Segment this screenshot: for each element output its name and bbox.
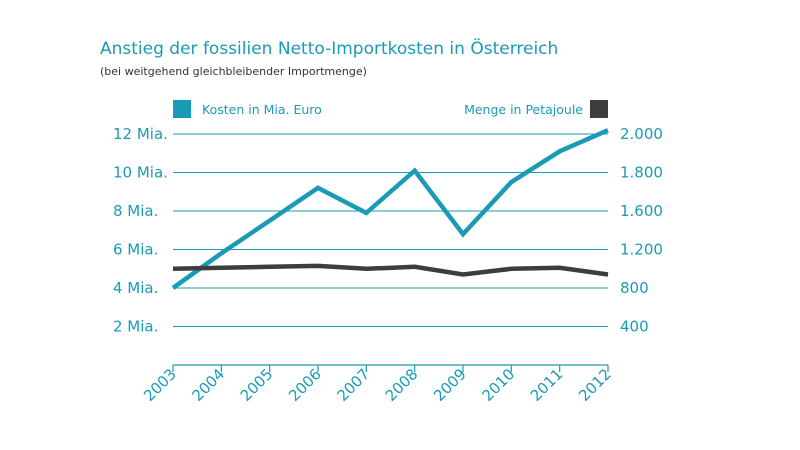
left-axis-ticks: 2 Mia. 4 Mia. 6 Mia. 8 Mia. 10 Mia. 12 Mia. [113,125,168,336]
right-axis-ticks: 400 800 1.200 1.600 1.800 2.000 [620,125,663,336]
right-tick-label: 1.800 [620,164,663,182]
right-tick-label: 1.600 [620,202,663,220]
left-tick-label: 2 Mia. [113,318,158,336]
right-tick-label: 800 [620,279,649,297]
x-tick-label: 2006 [285,365,325,405]
x-tick-label: 2007 [333,365,373,405]
legend-label-cost: Kosten in Mia. Euro [202,102,322,117]
x-tick-label: 2004 [188,365,228,405]
grid-lines [173,133,608,327]
legend-label-volume: Menge in Petajoule [464,102,583,117]
x-tick-label: 2008 [382,365,422,405]
x-tick-label: 2010 [478,365,518,405]
left-tick-label: 8 Mia. [113,202,158,220]
series-lines [171,128,609,290]
series-line-cost [171,128,609,290]
left-tick-label: 6 Mia. [113,241,158,259]
left-tick-label: 4 Mia. [113,279,158,297]
x-axis: 2003 2004 2005 2006 2007 2008 2009 2010 2011 2012 [140,364,615,405]
chart-title: Anstieg der fossilien Netto-Importkosten… [100,37,558,59]
x-tick-label: 2012 [575,365,615,405]
legend-swatch-volume [590,100,608,118]
right-tick-label: 1.200 [620,241,663,259]
x-tick-label: 2009 [430,365,470,405]
x-tick-label: 2003 [140,365,180,405]
legend-swatch-cost [173,100,191,118]
right-tick-label: 400 [620,318,649,336]
left-tick-label: 12 Mia. [113,125,168,143]
chart-subtitle: (bei weitgehend gleichbleibender Importm… [100,65,367,78]
series-line-volume [172,263,609,277]
right-tick-label: 2.000 [620,125,663,143]
left-tick-label: 10 Mia. [113,164,168,182]
x-tick-label: 2005 [237,365,277,405]
x-tick-label: 2011 [527,365,567,405]
